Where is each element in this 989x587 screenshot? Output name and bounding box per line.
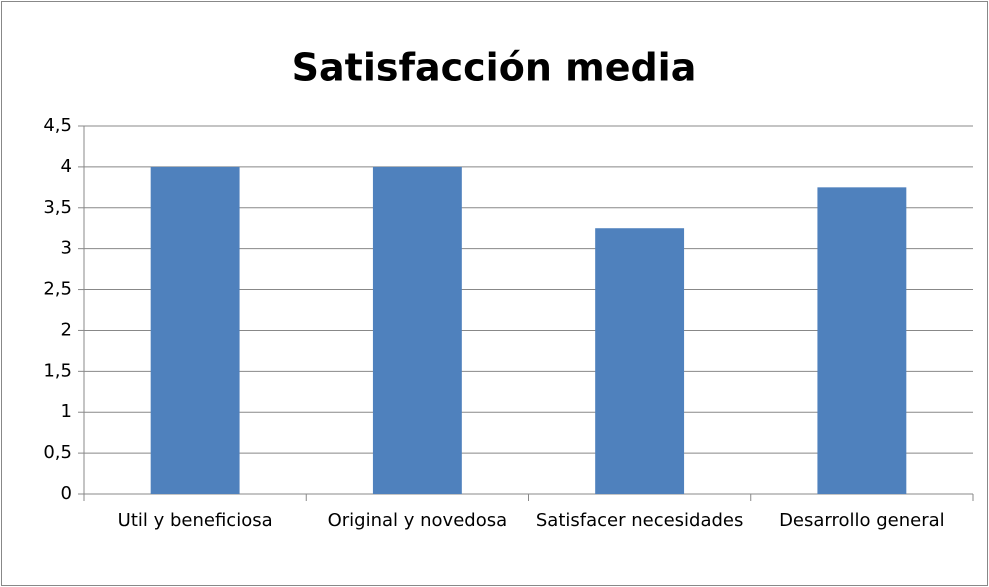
y-tick-label: 4,5: [43, 115, 72, 136]
x-tick-label: Desarrollo general: [779, 510, 945, 531]
y-tick-label: 3: [61, 238, 72, 259]
bar: [595, 228, 685, 494]
y-tick-label: 2,5: [43, 279, 72, 300]
bar: [372, 166, 462, 494]
x-tick-label: Original y novedosa: [327, 510, 508, 531]
x-tick-label: Satisfacer necesidades: [535, 510, 744, 531]
y-tick-label: 1,5: [43, 360, 72, 381]
bar: [150, 166, 240, 494]
y-tick-label: 4: [61, 156, 72, 177]
chart-title: Satisfacción media: [292, 46, 697, 90]
x-tick-label: Util y beneficiosa: [117, 510, 273, 531]
bar: [817, 187, 907, 495]
y-tick-label: 1: [61, 401, 72, 422]
y-tick-label: 0,5: [43, 442, 72, 463]
y-tick-label: 0: [61, 483, 72, 504]
y-tick-label: 3,5: [43, 197, 72, 218]
y-tick-label: 2: [61, 319, 72, 340]
